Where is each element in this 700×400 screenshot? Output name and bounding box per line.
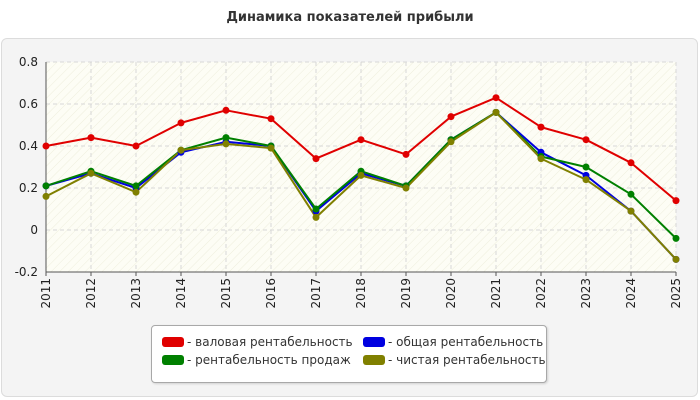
y-tick-label: 0.8 [19, 55, 38, 69]
data-point [627, 207, 635, 215]
x-tick-label: 2023 [579, 278, 593, 309]
y-tick-label: -0.2 [15, 265, 38, 279]
legend-item-total-margin: - общая рентабельность [363, 335, 543, 349]
data-point [357, 171, 365, 179]
data-point [447, 138, 455, 146]
legend-label: - общая рентабельность [388, 335, 544, 349]
data-point [42, 142, 50, 150]
data-point [222, 140, 230, 148]
data-point [312, 205, 320, 213]
data-point [672, 197, 680, 205]
data-point [312, 213, 320, 221]
data-point [177, 146, 185, 154]
data-point [672, 234, 680, 242]
data-point [312, 155, 320, 163]
data-point [582, 163, 590, 171]
data-point [447, 113, 455, 121]
y-tick-label: 0.2 [19, 181, 38, 195]
legend-swatch [162, 337, 184, 347]
data-point [402, 150, 410, 158]
legend-item-net-margin: - чистая рентабельность [363, 353, 546, 367]
legend-swatch [363, 355, 385, 365]
data-point [87, 169, 95, 177]
x-tick-label: 2021 [489, 278, 503, 309]
data-point [357, 136, 365, 144]
x-tick-label: 2019 [399, 278, 413, 309]
legend-label: - чистая рентабельность [388, 353, 546, 367]
y-tick-label: 0.4 [19, 139, 38, 153]
data-point [627, 159, 635, 167]
x-tick-label: 2022 [534, 278, 548, 309]
data-point [132, 182, 140, 190]
data-point [132, 142, 140, 150]
data-point [582, 176, 590, 184]
data-point [222, 106, 230, 114]
data-point [537, 123, 545, 131]
data-point [87, 134, 95, 142]
x-tick-label: 2020 [444, 278, 458, 309]
x-tick-label: 2017 [309, 278, 323, 309]
legend-item-sales-margin: - рентабельность продаж [162, 353, 351, 367]
x-tick-label: 2014 [174, 278, 188, 309]
legend-item-gross-margin: - валовая рентабельность [162, 335, 353, 349]
x-tick-label: 2025 [669, 278, 683, 309]
x-tick-label: 2016 [264, 278, 278, 309]
data-point [177, 119, 185, 127]
x-tick-label: 2018 [354, 278, 368, 309]
x-tick-label: 2011 [39, 278, 53, 309]
data-point [672, 255, 680, 263]
data-point [222, 134, 230, 142]
y-tick-label: 0.6 [19, 97, 38, 111]
data-point [267, 115, 275, 123]
data-point [582, 136, 590, 144]
chart-legend: - валовая рентабельность - общая рентабе… [151, 325, 547, 383]
legend-label: - валовая рентабельность [187, 335, 353, 349]
y-tick-label: 0 [30, 223, 38, 237]
data-point [627, 190, 635, 198]
x-tick-label: 2013 [129, 278, 143, 309]
legend-swatch [363, 337, 385, 347]
x-tick-label: 2024 [624, 278, 638, 309]
chart-title: Динамика показателей прибыли [226, 10, 474, 25]
data-point [132, 188, 140, 196]
data-point [267, 144, 275, 152]
data-point [42, 192, 50, 200]
x-tick-label: 2012 [84, 278, 98, 309]
data-point [492, 108, 500, 116]
data-point [492, 94, 500, 102]
data-point [42, 182, 50, 190]
data-point [402, 184, 410, 192]
legend-swatch [162, 355, 184, 365]
data-point [537, 155, 545, 163]
x-tick-label: 2015 [219, 278, 233, 309]
legend-label: - рентабельность продаж [187, 353, 351, 367]
